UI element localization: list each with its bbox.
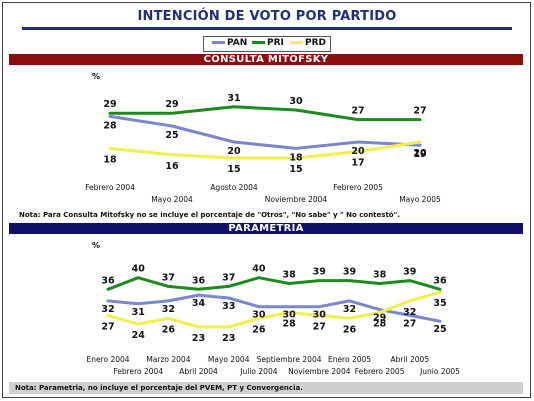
section-band-mitofsky: CONSULTA MITOFSKY — [9, 54, 523, 65]
data-label-pan-3: 34 — [192, 298, 206, 309]
data-label-prd-3: 15 — [289, 164, 302, 175]
y-axis-label: % — [92, 241, 100, 250]
data-label-pri-4: 27 — [351, 106, 364, 117]
x-tick-label-6: Septiembre 2004 — [257, 355, 322, 364]
data-label-prd-8: 26 — [343, 324, 357, 335]
x-tick-label-4: Febrero 2005 — [333, 183, 383, 192]
x-tick-label-2: Marzo 2004 — [146, 355, 190, 364]
legend-label-pri: PRI — [267, 38, 284, 48]
data-label-pan-2: 20 — [227, 146, 241, 157]
data-label-pri-1: 40 — [132, 264, 146, 275]
data-label-prd-6: 28 — [282, 319, 296, 330]
y-axis-label: % — [92, 72, 100, 81]
data-label-pan-10: 27 — [403, 318, 416, 329]
data-label-pan-2: 32 — [162, 304, 175, 315]
legend-swatch-pri — [252, 41, 265, 44]
data-label-prd-2: 15 — [227, 164, 240, 175]
data-label-pan-9: 29 — [373, 313, 386, 324]
data-label-pan-5: 30 — [252, 310, 266, 321]
data-label-pri-1: 29 — [165, 99, 178, 110]
x-tick-label-4: Mayo 2004 — [208, 355, 250, 364]
data-label-prd-5: 20 — [413, 148, 427, 159]
note-parametria: Nota: Parametria, no incluye el porcenta… — [15, 384, 303, 392]
data-label-prd-9: 28 — [373, 319, 387, 330]
x-tick-label-5: Mayo 2005 — [399, 195, 441, 204]
x-tick-label-0: Febrero 2004 — [85, 183, 135, 192]
x-tick-label-3: Noviembre 2004 — [265, 195, 328, 204]
data-label-pri-10: 39 — [403, 267, 416, 278]
data-label-pri-5: 27 — [413, 106, 426, 117]
data-label-pan-5: 19 — [413, 149, 426, 160]
x-tick-label-1: Febrero 2004 — [113, 367, 163, 376]
data-label-pan-1: 25 — [165, 130, 178, 141]
data-label-prd-7: 27 — [313, 321, 326, 332]
data-label-prd-1: 24 — [132, 330, 146, 341]
data-label-pan-4: 33 — [222, 301, 235, 312]
data-label-prd-2: 26 — [162, 324, 176, 335]
legend-label-pan: PAN — [227, 38, 248, 48]
x-tick-label-0: Enero 2004 — [86, 355, 129, 364]
data-label-pan-4: 20 — [351, 146, 365, 157]
data-label-pan-0: 32 — [101, 304, 114, 315]
data-label-prd-11: 35 — [433, 298, 446, 309]
data-label-prd-0: 18 — [103, 154, 117, 165]
page-title: INTENCIÓN DE VOTO POR PARTIDO — [137, 9, 397, 24]
data-label-prd-4: 17 — [351, 158, 364, 169]
data-label-pan-0: 28 — [103, 120, 117, 131]
section-band-parametria: PARAMETRÍA — [9, 223, 523, 234]
data-label-pri-4: 37 — [222, 272, 235, 283]
data-label-pan-7: 30 — [313, 310, 327, 321]
x-tick-label-7: Noviembre 2004 — [288, 367, 351, 376]
data-label-prd-5: 26 — [252, 324, 266, 335]
x-tick-label-3: Abril 2004 — [179, 367, 218, 376]
data-label-pri-0: 36 — [101, 275, 115, 286]
legend: PAN PRI PRD — [203, 36, 331, 52]
data-label-pri-9: 38 — [373, 270, 387, 281]
x-tick-label-1: Mayo 2004 — [151, 195, 193, 204]
x-tick-label-9: Febrero 2005 — [355, 367, 405, 376]
data-label-prd-10: 32 — [403, 307, 416, 318]
data-label-prd-0: 27 — [101, 321, 114, 332]
legend-item-prd: PRD — [290, 38, 326, 48]
data-label-pri-3: 36 — [192, 275, 206, 286]
data-label-pan-6: 30 — [282, 310, 296, 321]
data-label-pan-1: 31 — [132, 307, 145, 318]
data-label-pan-3: 18 — [289, 152, 303, 163]
data-label-pan-8: 32 — [343, 304, 356, 315]
x-tick-label-11: Junio 2005 — [419, 367, 460, 376]
data-label-pan-11: 25 — [433, 324, 446, 335]
data-label-pri-3: 30 — [289, 96, 303, 107]
x-tick-label-2: Agosto 2004 — [210, 183, 258, 192]
data-label-pri-6: 38 — [282, 270, 296, 281]
data-label-pri-11: 36 — [433, 275, 447, 286]
x-tick-label-10: Abril 2005 — [390, 355, 429, 364]
x-tick-label-8: Enero 2005 — [328, 355, 371, 364]
data-label-pri-2: 37 — [162, 272, 175, 283]
legend-swatch-pan — [212, 41, 225, 44]
series-line-prd — [108, 140, 422, 160]
chart-parametria: % 36 40 37 36 37 40 38 39 39 38 39 36 32 31 32 34 33 30 30 3… — [86, 241, 460, 376]
legend-item-pan: PAN — [212, 38, 247, 48]
data-label-pri-0: 29 — [103, 99, 116, 110]
data-label-prd-4: 23 — [222, 333, 235, 344]
data-label-prd-1: 16 — [165, 161, 179, 172]
legend-swatch-prd — [290, 41, 303, 44]
data-label-pri-2: 31 — [227, 93, 240, 104]
x-tick-label-5: Julio 2004 — [239, 367, 277, 376]
legend-item-pri: PRI — [252, 38, 284, 48]
note-bar — [9, 382, 523, 394]
data-label-pri-8: 39 — [343, 267, 356, 278]
series-line-prd — [106, 290, 442, 329]
title-rule — [22, 27, 512, 30]
series-line-pri — [106, 276, 442, 291]
series-line-pri — [108, 105, 422, 122]
data-label-pri-5: 40 — [252, 264, 266, 275]
data-label-pri-7: 39 — [313, 267, 326, 278]
series-line-pan — [108, 114, 422, 150]
frame — [2, 2, 531, 398]
legend-label-prd: PRD — [305, 38, 326, 48]
note-mitofsky: Nota: Para Consulta Mitofsky no se inclu… — [19, 211, 400, 219]
data-label-prd-3: 23 — [192, 333, 205, 344]
